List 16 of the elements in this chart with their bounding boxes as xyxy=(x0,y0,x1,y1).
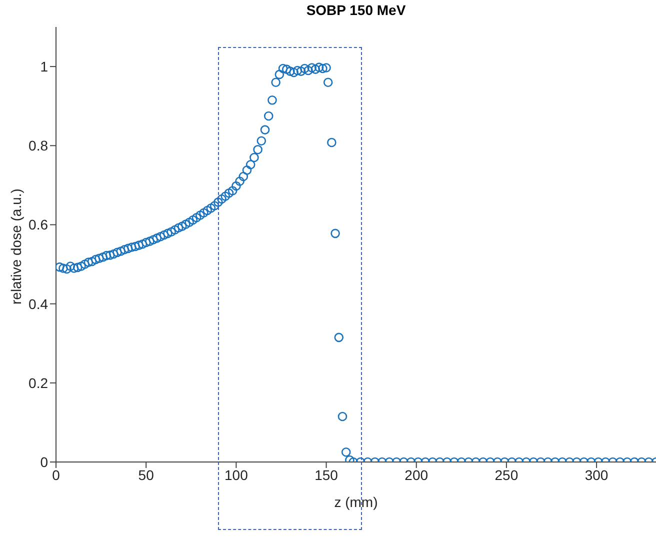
x-tick-label: 100 xyxy=(224,466,248,483)
x-tick-label: 250 xyxy=(494,466,518,483)
y-tick-label: 0.4 xyxy=(28,296,48,312)
y-tick-label: 1 xyxy=(40,58,48,75)
y-tick-label: 0 xyxy=(40,454,48,470)
x-tick-label: 200 xyxy=(404,466,428,483)
x-tick-label: 50 xyxy=(138,466,154,483)
y-tick-label: 0.8 xyxy=(28,138,48,154)
x-axis-title: z (mm) xyxy=(334,494,378,510)
x-tick-label: 0 xyxy=(52,466,60,483)
y-axis-title: relative dose (a.u.) xyxy=(8,188,24,304)
x-tick-label: 150 xyxy=(314,466,338,483)
x-tick-label: 300 xyxy=(584,466,608,483)
y-tick-label: 0.6 xyxy=(28,216,48,233)
chart-title: SOBP 150 MeV xyxy=(305,2,407,18)
y-tick-label: 0.2 xyxy=(28,374,48,391)
